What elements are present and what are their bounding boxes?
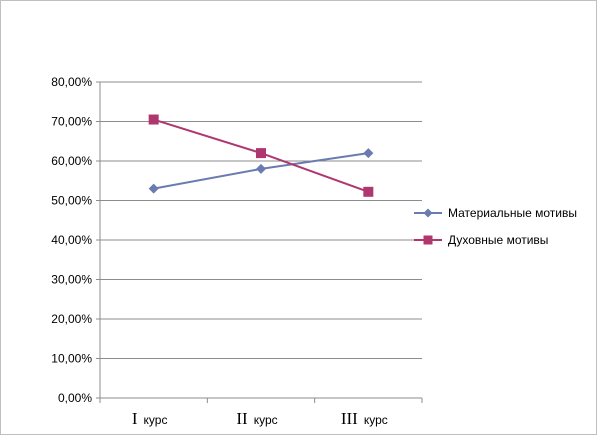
legend-label: Духовные мотивы <box>448 233 548 247</box>
y-tick-label: 40,00% <box>51 233 92 247</box>
y-tick-label: 20,00% <box>51 312 92 326</box>
data-point <box>148 114 159 125</box>
series <box>148 148 374 194</box>
x-tick-label: II курс <box>236 409 277 428</box>
y-tick-label: 10,00% <box>51 352 92 366</box>
y-tick-label: 0,00% <box>58 391 92 405</box>
legend-marker <box>423 208 433 218</box>
y-tick-label: 50,00% <box>51 194 92 208</box>
data-point <box>256 148 266 159</box>
legend-entry: Материальные мотивы <box>414 206 577 220</box>
y-tick-label: 30,00% <box>51 273 92 287</box>
y-tick-label: 60,00% <box>51 154 92 168</box>
series <box>148 114 374 197</box>
data-point <box>148 183 159 194</box>
series-lines <box>148 114 374 197</box>
legend: Материальные мотивы Духовные мотивы <box>414 206 577 247</box>
y-tick-label: 70,00% <box>51 115 92 129</box>
data-point <box>363 186 374 197</box>
data-point <box>256 163 266 174</box>
gridlines <box>100 81 422 359</box>
y-tick-label: 80,00% <box>51 75 92 89</box>
y-axis-tick-labels: 0,00% 10,00% 20,00% 30,00% 40,00% 50,00% 60,00… <box>51 75 92 405</box>
axes <box>96 81 423 403</box>
legend-label: Материальные мотивы <box>448 206 577 220</box>
legend-entry: Духовные мотивы <box>414 233 548 247</box>
legend-marker <box>423 235 433 245</box>
data-point <box>363 148 374 159</box>
x-tick-label: III курс <box>341 409 388 428</box>
